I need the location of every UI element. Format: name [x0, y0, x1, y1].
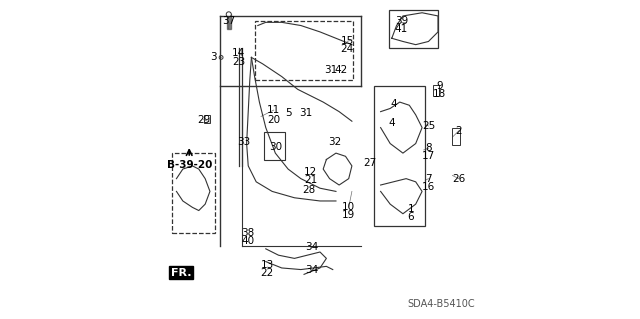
Text: 4: 4 — [388, 118, 395, 128]
Text: 5: 5 — [285, 108, 291, 118]
Text: 41: 41 — [395, 24, 408, 34]
Text: FR.: FR. — [171, 268, 191, 278]
Text: 31: 31 — [324, 65, 338, 75]
Text: 16: 16 — [422, 182, 435, 192]
Text: 3: 3 — [210, 52, 216, 63]
Circle shape — [226, 12, 231, 17]
Text: 39: 39 — [395, 16, 408, 26]
Text: 18: 18 — [433, 89, 446, 99]
Text: 17: 17 — [422, 151, 435, 161]
Text: B-39-20: B-39-20 — [166, 160, 212, 170]
Text: 2: 2 — [456, 126, 462, 136]
Text: 12: 12 — [304, 167, 317, 177]
Text: 37: 37 — [223, 16, 236, 26]
Text: 19: 19 — [342, 210, 355, 220]
Bar — [204, 115, 210, 123]
Text: 21: 21 — [304, 175, 317, 185]
Text: 29: 29 — [197, 115, 210, 125]
Text: 11: 11 — [267, 105, 280, 115]
Text: 33: 33 — [237, 137, 250, 147]
Bar — [374, 86, 425, 226]
Text: 24: 24 — [340, 44, 354, 55]
Text: 34: 34 — [305, 264, 319, 275]
Text: 40: 40 — [242, 236, 255, 246]
Text: 10: 10 — [342, 202, 355, 212]
Text: 26: 26 — [452, 174, 465, 184]
Bar — [255, 21, 353, 80]
Text: 42: 42 — [334, 65, 348, 75]
Bar — [227, 14, 230, 29]
Text: 34: 34 — [305, 242, 319, 252]
Bar — [172, 153, 215, 233]
Text: 27: 27 — [363, 158, 376, 168]
Text: 13: 13 — [260, 260, 274, 270]
Text: 9: 9 — [436, 81, 443, 91]
Text: 22: 22 — [260, 268, 274, 278]
Circle shape — [219, 56, 223, 59]
Text: 23: 23 — [232, 57, 245, 67]
Text: 31: 31 — [299, 108, 312, 118]
Text: 20: 20 — [267, 115, 280, 125]
Bar — [433, 85, 439, 96]
Text: 1: 1 — [408, 204, 414, 214]
Text: 38: 38 — [242, 228, 255, 238]
Text: 8: 8 — [425, 143, 432, 153]
Text: 30: 30 — [269, 142, 282, 152]
Text: 15: 15 — [340, 36, 354, 47]
Text: 28: 28 — [302, 185, 316, 195]
Text: 25: 25 — [422, 121, 435, 131]
Bar — [264, 132, 285, 160]
Text: 6: 6 — [408, 212, 414, 222]
Text: 7: 7 — [425, 174, 432, 184]
Bar — [452, 128, 460, 145]
Text: 4: 4 — [390, 99, 397, 109]
Text: 32: 32 — [328, 137, 341, 147]
Text: 14: 14 — [232, 48, 245, 58]
Text: SDA4-B5410C: SDA4-B5410C — [407, 300, 475, 309]
Bar — [388, 10, 438, 48]
